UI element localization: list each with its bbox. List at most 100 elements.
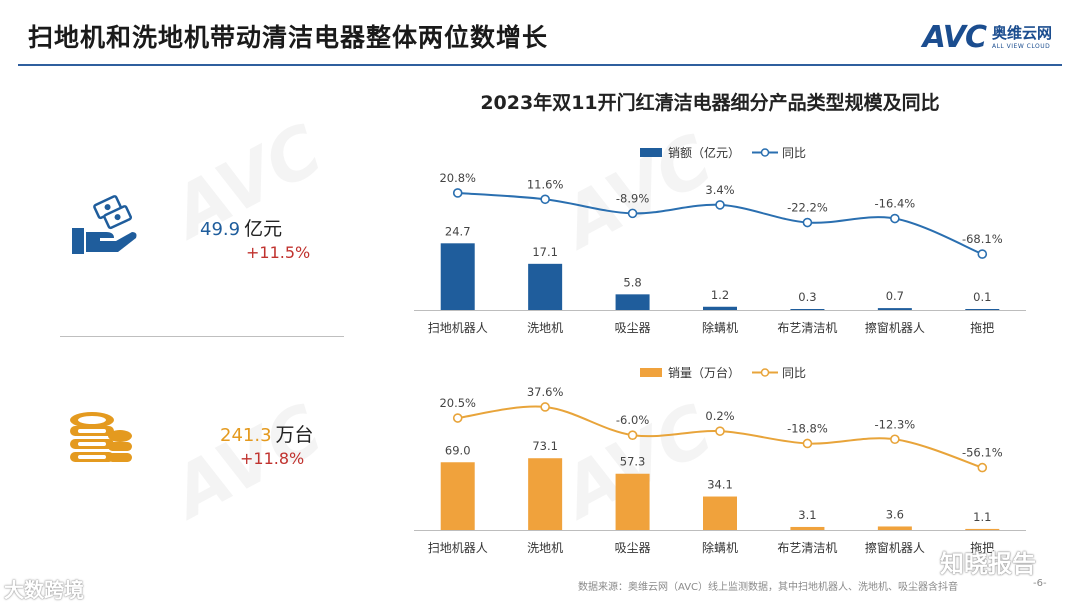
brand-logo: AVC 奥维云网 ALL VIEW CLOUD bbox=[923, 20, 1052, 55]
bar bbox=[528, 263, 563, 310]
yoy-point bbox=[540, 194, 550, 205]
coins-icon bbox=[66, 410, 136, 470]
title-divider bbox=[18, 64, 1062, 66]
page-number: -6- bbox=[1033, 578, 1047, 589]
yoy-value-label: -18.8% bbox=[787, 421, 828, 435]
yoy-point bbox=[802, 217, 813, 228]
yoy-point bbox=[452, 188, 463, 198]
bar bbox=[703, 306, 737, 310]
yoy-point bbox=[890, 434, 900, 445]
yoy-value-label: 20.5% bbox=[439, 396, 476, 410]
x-tick-label: 洗地机 bbox=[527, 321, 563, 335]
yoy-value-label: 11.6% bbox=[527, 177, 564, 191]
bar bbox=[615, 473, 650, 530]
volume-chart: 销量（万台） 同比 69.0 73.1 57.3 34.1 3.1 3.6 1.1 扫地机器人 洗地… bbox=[414, 365, 1026, 555]
bar bbox=[877, 308, 912, 310]
yoy-value-label: -16.4% bbox=[875, 197, 916, 211]
brand-logo-en: ALL VIEW CLOUD bbox=[991, 42, 1051, 50]
yoy-value-label: 20.8% bbox=[439, 171, 476, 185]
brand-logo-cn: 奥维云网 bbox=[991, 23, 1052, 42]
bar-value-label: 0.1 bbox=[973, 290, 991, 304]
x-tick-label: 布艺清洁机 bbox=[777, 321, 837, 335]
bar bbox=[965, 309, 1000, 310]
yoy-value-label: -8.9% bbox=[616, 191, 649, 205]
x-tick-label: 拖把 bbox=[970, 541, 994, 555]
legend-line-marker bbox=[760, 148, 770, 157]
yoy-value-label: 0.2% bbox=[705, 409, 734, 423]
x-tick-label: 除螨机 bbox=[702, 540, 738, 555]
bar-value-label: 3.1 bbox=[798, 508, 816, 522]
legend-line-label: 同比 bbox=[782, 366, 806, 380]
yoy-point bbox=[627, 430, 638, 440]
kpi-volume-value: 241.3 bbox=[220, 425, 272, 446]
bar-value-label: 1.2 bbox=[711, 288, 729, 302]
x-tick-label: 除螨机 bbox=[702, 320, 738, 335]
bar bbox=[528, 458, 563, 530]
bar-value-label: 69.0 bbox=[445, 443, 471, 457]
x-tick-label: 布艺清洁机 bbox=[777, 541, 837, 555]
bar bbox=[965, 528, 1000, 530]
data-source-note: 数据来源：奥维云网（AVC）线上监测数据，其中扫地机器人、洗地机、吸尘器含抖音 bbox=[578, 582, 959, 593]
yoy-point bbox=[715, 426, 725, 436]
kpi-sales-value: 49.9 bbox=[200, 219, 241, 240]
page-title: 扫地机和洗地机带动清洁电器整体两位数增长 bbox=[28, 23, 549, 52]
bar bbox=[790, 526, 825, 530]
bar-value-label: 17.1 bbox=[532, 245, 558, 259]
yoy-value-label: 3.4% bbox=[705, 183, 734, 197]
kpi-sales-growth: +11.5% bbox=[246, 243, 311, 262]
legend-line-marker bbox=[760, 368, 770, 377]
chart-legend: 销额（亿元） 同比 bbox=[640, 145, 806, 160]
yoy-point bbox=[452, 413, 463, 423]
yoy-point bbox=[715, 200, 725, 210]
bar bbox=[703, 496, 737, 530]
bar-value-label: 0.3 bbox=[798, 290, 816, 304]
kpi-divider bbox=[60, 336, 344, 337]
x-tick-label: 擦窗机器人 bbox=[865, 321, 925, 335]
yoy-value-label: -68.1% bbox=[962, 232, 1003, 246]
x-tick-label: 吸尘器 bbox=[615, 541, 651, 555]
bar bbox=[877, 526, 912, 530]
legend-bar-swatch bbox=[640, 148, 662, 157]
bar-value-label: 34.1 bbox=[707, 478, 733, 492]
corner-watermark-2: 知晓报告 bbox=[940, 550, 1036, 578]
kpi-volume: 241.3 万台 +11.8% bbox=[200, 420, 390, 468]
chart-legend: 销量（万台） 同比 bbox=[640, 365, 806, 380]
x-tick-label: 扫地机器人 bbox=[428, 541, 488, 555]
x-tick-label: 洗地机 bbox=[527, 541, 563, 555]
brand-logo-avc: AVC bbox=[922, 20, 987, 55]
bar-value-label: 3.6 bbox=[886, 507, 904, 521]
corner-watermark: 大数跨境 bbox=[4, 578, 84, 602]
yoy-point bbox=[890, 213, 900, 224]
bar-value-label: 73.1 bbox=[532, 439, 558, 453]
x-tick-label: 扫地机器人 bbox=[428, 321, 488, 335]
legend-bar-label: 销额（亿元） bbox=[668, 145, 740, 160]
bar-value-label: 1.1 bbox=[973, 510, 991, 524]
chart-title: 2023年双11开门红清洁电器细分产品类型规模及同比 bbox=[480, 92, 940, 114]
legend-bar-label: 销量（万台） bbox=[668, 365, 740, 380]
x-tick-label: 擦窗机器人 bbox=[865, 541, 925, 555]
legend-bar-swatch bbox=[640, 368, 662, 377]
kpi-sales: 49.9 亿元 +11.5% bbox=[200, 214, 390, 262]
kpi-volume-unit: 万台 bbox=[275, 424, 314, 446]
x-tick-label: 拖把 bbox=[970, 321, 994, 335]
kpi-volume-growth: +11.8% bbox=[240, 449, 305, 468]
sales-chart: 销额（亿元） 同比 24.7 17.1 5.8 1.2 0.3 0.7 0.1 扫地机器人 洗地机 吸… bbox=[414, 145, 1026, 335]
yoy-value-label: -12.3% bbox=[875, 417, 916, 431]
legend-line-label: 同比 bbox=[782, 146, 806, 160]
bar-value-label: 5.8 bbox=[623, 275, 641, 289]
bar bbox=[440, 462, 475, 530]
kpi-sales-unit: 亿元 bbox=[244, 218, 283, 240]
yoy-point bbox=[977, 249, 988, 259]
money-hand-icon bbox=[70, 192, 140, 262]
bar-value-label: 24.7 bbox=[445, 224, 471, 238]
x-tick-label: 吸尘器 bbox=[615, 321, 651, 335]
yoy-point bbox=[627, 208, 638, 219]
yoy-value-label: 37.6% bbox=[527, 385, 564, 399]
yoy-point bbox=[977, 462, 988, 473]
yoy-value-label: -6.0% bbox=[616, 413, 649, 427]
bar bbox=[440, 243, 475, 310]
bar-value-label: 0.7 bbox=[886, 289, 904, 303]
yoy-value-label: -22.2% bbox=[787, 201, 828, 215]
yoy-point bbox=[802, 438, 813, 449]
bar-value-label: 57.3 bbox=[620, 455, 646, 469]
